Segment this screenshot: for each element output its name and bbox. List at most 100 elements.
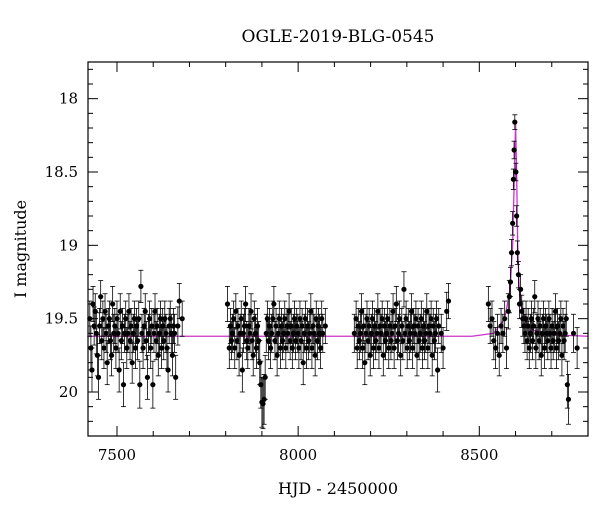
data-point bbox=[143, 321, 149, 361]
point-marker bbox=[307, 330, 313, 336]
point-marker bbox=[312, 352, 318, 358]
data-point bbox=[551, 313, 557, 353]
y-axis-label: I magnitude bbox=[11, 200, 30, 298]
point-marker bbox=[546, 316, 552, 322]
point-marker bbox=[163, 330, 169, 336]
point-marker bbox=[123, 316, 129, 322]
point-marker bbox=[296, 345, 302, 351]
chart-title: OGLE-2019-BLG-0545 bbox=[242, 27, 435, 47]
point-marker bbox=[435, 367, 441, 373]
point-marker bbox=[274, 352, 280, 358]
point-marker bbox=[413, 316, 419, 322]
point-marker bbox=[273, 323, 279, 329]
data-point bbox=[535, 300, 541, 337]
point-marker bbox=[351, 330, 357, 336]
data-point bbox=[173, 354, 179, 400]
data-point bbox=[403, 300, 409, 337]
data-point bbox=[424, 293, 430, 330]
x-axis-label: HJD - 2450000 bbox=[278, 479, 398, 498]
point-marker bbox=[114, 316, 120, 322]
data-point bbox=[99, 321, 105, 361]
point-marker bbox=[113, 345, 119, 351]
data-point bbox=[104, 340, 110, 386]
data-point bbox=[89, 347, 95, 393]
point-marker bbox=[129, 360, 135, 366]
point-marker bbox=[514, 250, 520, 256]
point-marker bbox=[262, 374, 268, 380]
point-marker bbox=[136, 316, 142, 322]
point-marker bbox=[407, 330, 414, 336]
data-point bbox=[155, 334, 161, 377]
point-marker bbox=[125, 330, 131, 336]
point-marker bbox=[313, 316, 319, 322]
y-tick-label: 18 bbox=[59, 90, 78, 108]
point-marker bbox=[110, 301, 116, 307]
data-point bbox=[307, 313, 313, 353]
data-point bbox=[514, 240, 520, 265]
data-point bbox=[393, 285, 399, 323]
data-point bbox=[379, 300, 385, 337]
point-marker bbox=[406, 338, 412, 344]
data-point bbox=[296, 327, 302, 369]
data-point bbox=[126, 293, 132, 330]
point-marker bbox=[144, 374, 151, 380]
point-marker bbox=[561, 338, 567, 344]
point-marker bbox=[570, 330, 577, 336]
data-point bbox=[151, 313, 157, 353]
point-marker bbox=[510, 220, 516, 226]
data-point bbox=[570, 313, 577, 353]
point-marker bbox=[137, 382, 143, 388]
data-point bbox=[236, 334, 242, 377]
data-point bbox=[262, 354, 268, 400]
point-marker bbox=[231, 316, 237, 322]
data-point bbox=[276, 300, 282, 337]
point-marker bbox=[161, 338, 167, 344]
point-marker bbox=[541, 345, 548, 351]
data-point bbox=[496, 334, 502, 377]
point-marker bbox=[283, 345, 289, 351]
point-marker bbox=[251, 316, 257, 322]
point-marker bbox=[440, 345, 446, 351]
point-marker bbox=[302, 316, 308, 322]
point-marker bbox=[433, 316, 440, 322]
point-marker bbox=[564, 382, 570, 388]
point-marker bbox=[498, 323, 504, 329]
point-marker bbox=[423, 330, 429, 336]
point-marker bbox=[285, 330, 291, 336]
point-marker bbox=[297, 316, 303, 322]
point-marker bbox=[431, 338, 437, 344]
data-point bbox=[224, 285, 231, 323]
point-marker bbox=[489, 316, 495, 322]
point-marker bbox=[103, 330, 109, 336]
point-marker bbox=[268, 345, 274, 351]
x-tick-label: 7500 bbox=[98, 446, 136, 464]
point-marker bbox=[106, 316, 112, 322]
point-marker bbox=[425, 345, 431, 351]
data-point bbox=[512, 114, 518, 130]
point-marker bbox=[538, 352, 544, 358]
point-marker bbox=[279, 338, 286, 344]
point-marker bbox=[303, 345, 310, 351]
data-point bbox=[286, 293, 292, 330]
point-marker bbox=[299, 323, 305, 329]
point-marker bbox=[512, 119, 518, 125]
data-point bbox=[552, 293, 558, 330]
data-point bbox=[300, 340, 306, 386]
point-marker bbox=[540, 316, 547, 322]
point-marker bbox=[151, 330, 157, 336]
point-marker bbox=[176, 298, 182, 304]
point-marker bbox=[563, 316, 569, 322]
point-marker bbox=[249, 338, 255, 344]
point-marker bbox=[271, 301, 277, 307]
point-marker bbox=[562, 330, 568, 336]
point-marker bbox=[392, 323, 398, 329]
point-marker bbox=[389, 330, 395, 336]
data-point bbox=[100, 300, 106, 337]
point-marker bbox=[508, 250, 515, 256]
data-point bbox=[485, 285, 491, 323]
point-marker bbox=[558, 316, 564, 322]
point-marker bbox=[491, 338, 497, 344]
data-point bbox=[277, 327, 283, 369]
data-point bbox=[239, 347, 245, 393]
